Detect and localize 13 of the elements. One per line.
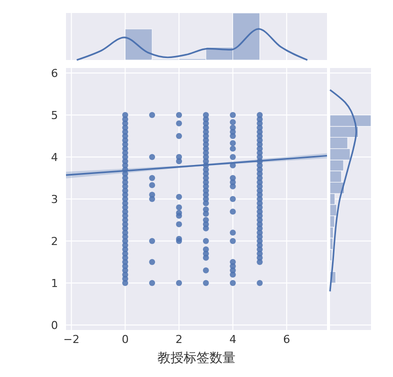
y-tick-label: 2	[51, 234, 58, 248]
x-tick-label: 4	[229, 333, 236, 346]
x-tick-label: 2	[176, 333, 183, 346]
x-tick-label: −2	[63, 333, 80, 346]
y-tick-label: 3	[51, 193, 58, 206]
y-tick-label: 6	[51, 67, 58, 80]
y-tick-label: 4	[51, 151, 58, 164]
y-tick-label: 1	[51, 276, 58, 290]
x-axis-title: 教授标签数量	[158, 351, 236, 366]
y-tick-label: 5	[51, 109, 58, 122]
y-tick-label: 0	[51, 318, 58, 332]
x-tick-label: 0	[122, 333, 129, 346]
x-tick-label: 6	[283, 333, 290, 346]
